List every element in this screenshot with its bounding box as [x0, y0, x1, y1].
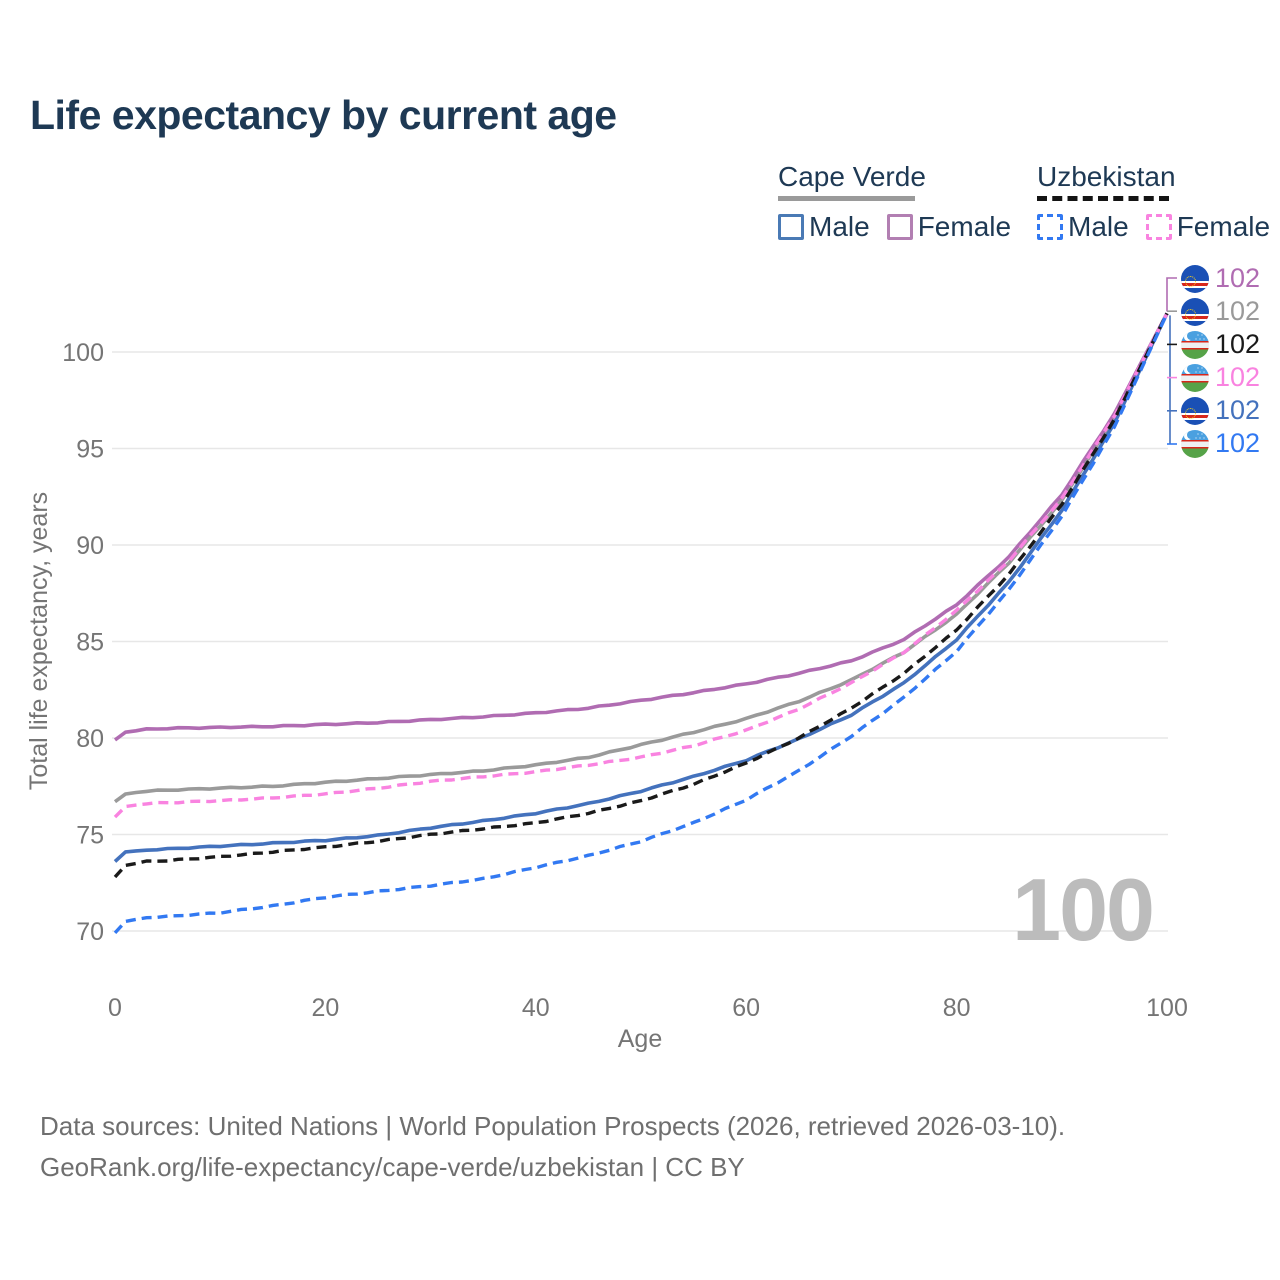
leader-line-cv-female: [1166, 277, 1177, 312]
uzbekistan-dashed-line-swatch: [1037, 196, 1169, 201]
uzbekistan-flag-icon: [1181, 363, 1209, 392]
age-counter-watermark: 100: [1012, 860, 1155, 959]
uzbekistan-female-label: Female: [1176, 211, 1271, 242]
end-label-row-uz-total: 102: [1181, 328, 1260, 361]
y-tick-label-80: 80: [76, 725, 104, 753]
uzbekistan-male-checkbox[interactable]: [1037, 214, 1063, 240]
footer-data-sources: Data sources: United Nations | World Pop…: [40, 1111, 1066, 1141]
cape-verde-flag-icon: [1181, 396, 1209, 425]
uzbekistan-male-label: Male: [1068, 211, 1129, 242]
y-tick-label-90: 90: [76, 532, 104, 560]
series-line-cv-female[interactable]: [113, 312, 1169, 742]
page-title: Life expectancy by current age: [30, 92, 617, 138]
series-line-cv-male[interactable]: [113, 312, 1169, 863]
cape-verde-male-checkbox[interactable]: [778, 214, 804, 240]
series-end-labels: 102 102 102 102 102 102: [1181, 262, 1260, 460]
footer-attribution: Data sources: United Nations | World Pop…: [40, 1106, 1065, 1188]
footer-license-url: GeoRank.org/life-expectancy/cape-verde/u…: [40, 1152, 745, 1182]
y-tick-label-100: 100: [62, 339, 104, 367]
series-line-uz-total[interactable]: [113, 312, 1169, 879]
y-tick-label-70: 70: [76, 918, 104, 946]
y-tick-label-75: 75: [76, 822, 104, 850]
cape-verde-male-label: Male: [809, 211, 870, 242]
x-tick-label-40: 40: [522, 994, 550, 1022]
end-label-row-cv-male: 102: [1181, 394, 1260, 427]
legend-title-uzbekistan: Uzbekistan: [1037, 161, 1176, 192]
legend-item-uzbekistan-male[interactable]: Male: [1037, 211, 1129, 243]
uzbekistan-flag-icon: [1181, 330, 1209, 359]
series-line-uz-male[interactable]: [113, 312, 1169, 935]
legend-title-cape-verde: Cape Verde: [778, 161, 926, 192]
x-axis-title: Age: [618, 1025, 662, 1053]
cape-verde-female-label: Female: [917, 211, 1012, 242]
x-tick-label-0: 0: [108, 994, 122, 1022]
end-label-row-cv-total: 102: [1181, 295, 1260, 328]
end-label-value-cv-female: 102: [1215, 263, 1261, 293]
y-axis-title: Total life expectancy, years: [25, 492, 53, 790]
cape-verde-solid-line-swatch: [778, 196, 915, 201]
x-tick-label-60: 60: [732, 994, 760, 1022]
uzbekistan-female-checkbox[interactable]: [1145, 214, 1172, 240]
legend-item-cape-verde-male[interactable]: Male: [778, 211, 870, 243]
cape-verde-flag-icon: [1181, 297, 1209, 326]
legend-item-uzbekistan-female[interactable]: Female: [1145, 211, 1271, 243]
x-tick-label-100: 100: [1146, 994, 1188, 1022]
x-tick-label-80: 80: [943, 994, 971, 1022]
end-label-value-uz-female: 102: [1215, 362, 1261, 392]
uzbekistan-flag-icon: [1181, 429, 1209, 458]
end-label-value-cv-male: 102: [1215, 395, 1261, 425]
end-label-value-uz-male: 102: [1215, 428, 1261, 458]
end-label-row-cv-female: 102: [1181, 262, 1260, 295]
end-label-row-uz-male: 102: [1181, 427, 1260, 460]
end-label-row-uz-female: 102: [1181, 361, 1260, 394]
series-line-uz-female[interactable]: [113, 312, 1169, 819]
series-line-cv-total[interactable]: [113, 312, 1169, 804]
y-tick-label-85: 85: [76, 629, 104, 657]
x-tick-label-20: 20: [311, 994, 339, 1022]
y-tick-label-95: 95: [76, 436, 104, 464]
end-label-value-cv-total: 102: [1215, 296, 1261, 326]
legend-group-cape-verde: Cape Verde Male Female: [778, 161, 1011, 243]
end-label-value-uz-total: 102: [1215, 329, 1261, 359]
legend-group-uzbekistan: Uzbekistan Male Female: [1037, 161, 1270, 243]
legend-item-cape-verde-female[interactable]: Female: [886, 211, 1012, 243]
cape-verde-female-checkbox[interactable]: [886, 214, 913, 240]
cape-verde-flag-icon: [1181, 264, 1209, 293]
